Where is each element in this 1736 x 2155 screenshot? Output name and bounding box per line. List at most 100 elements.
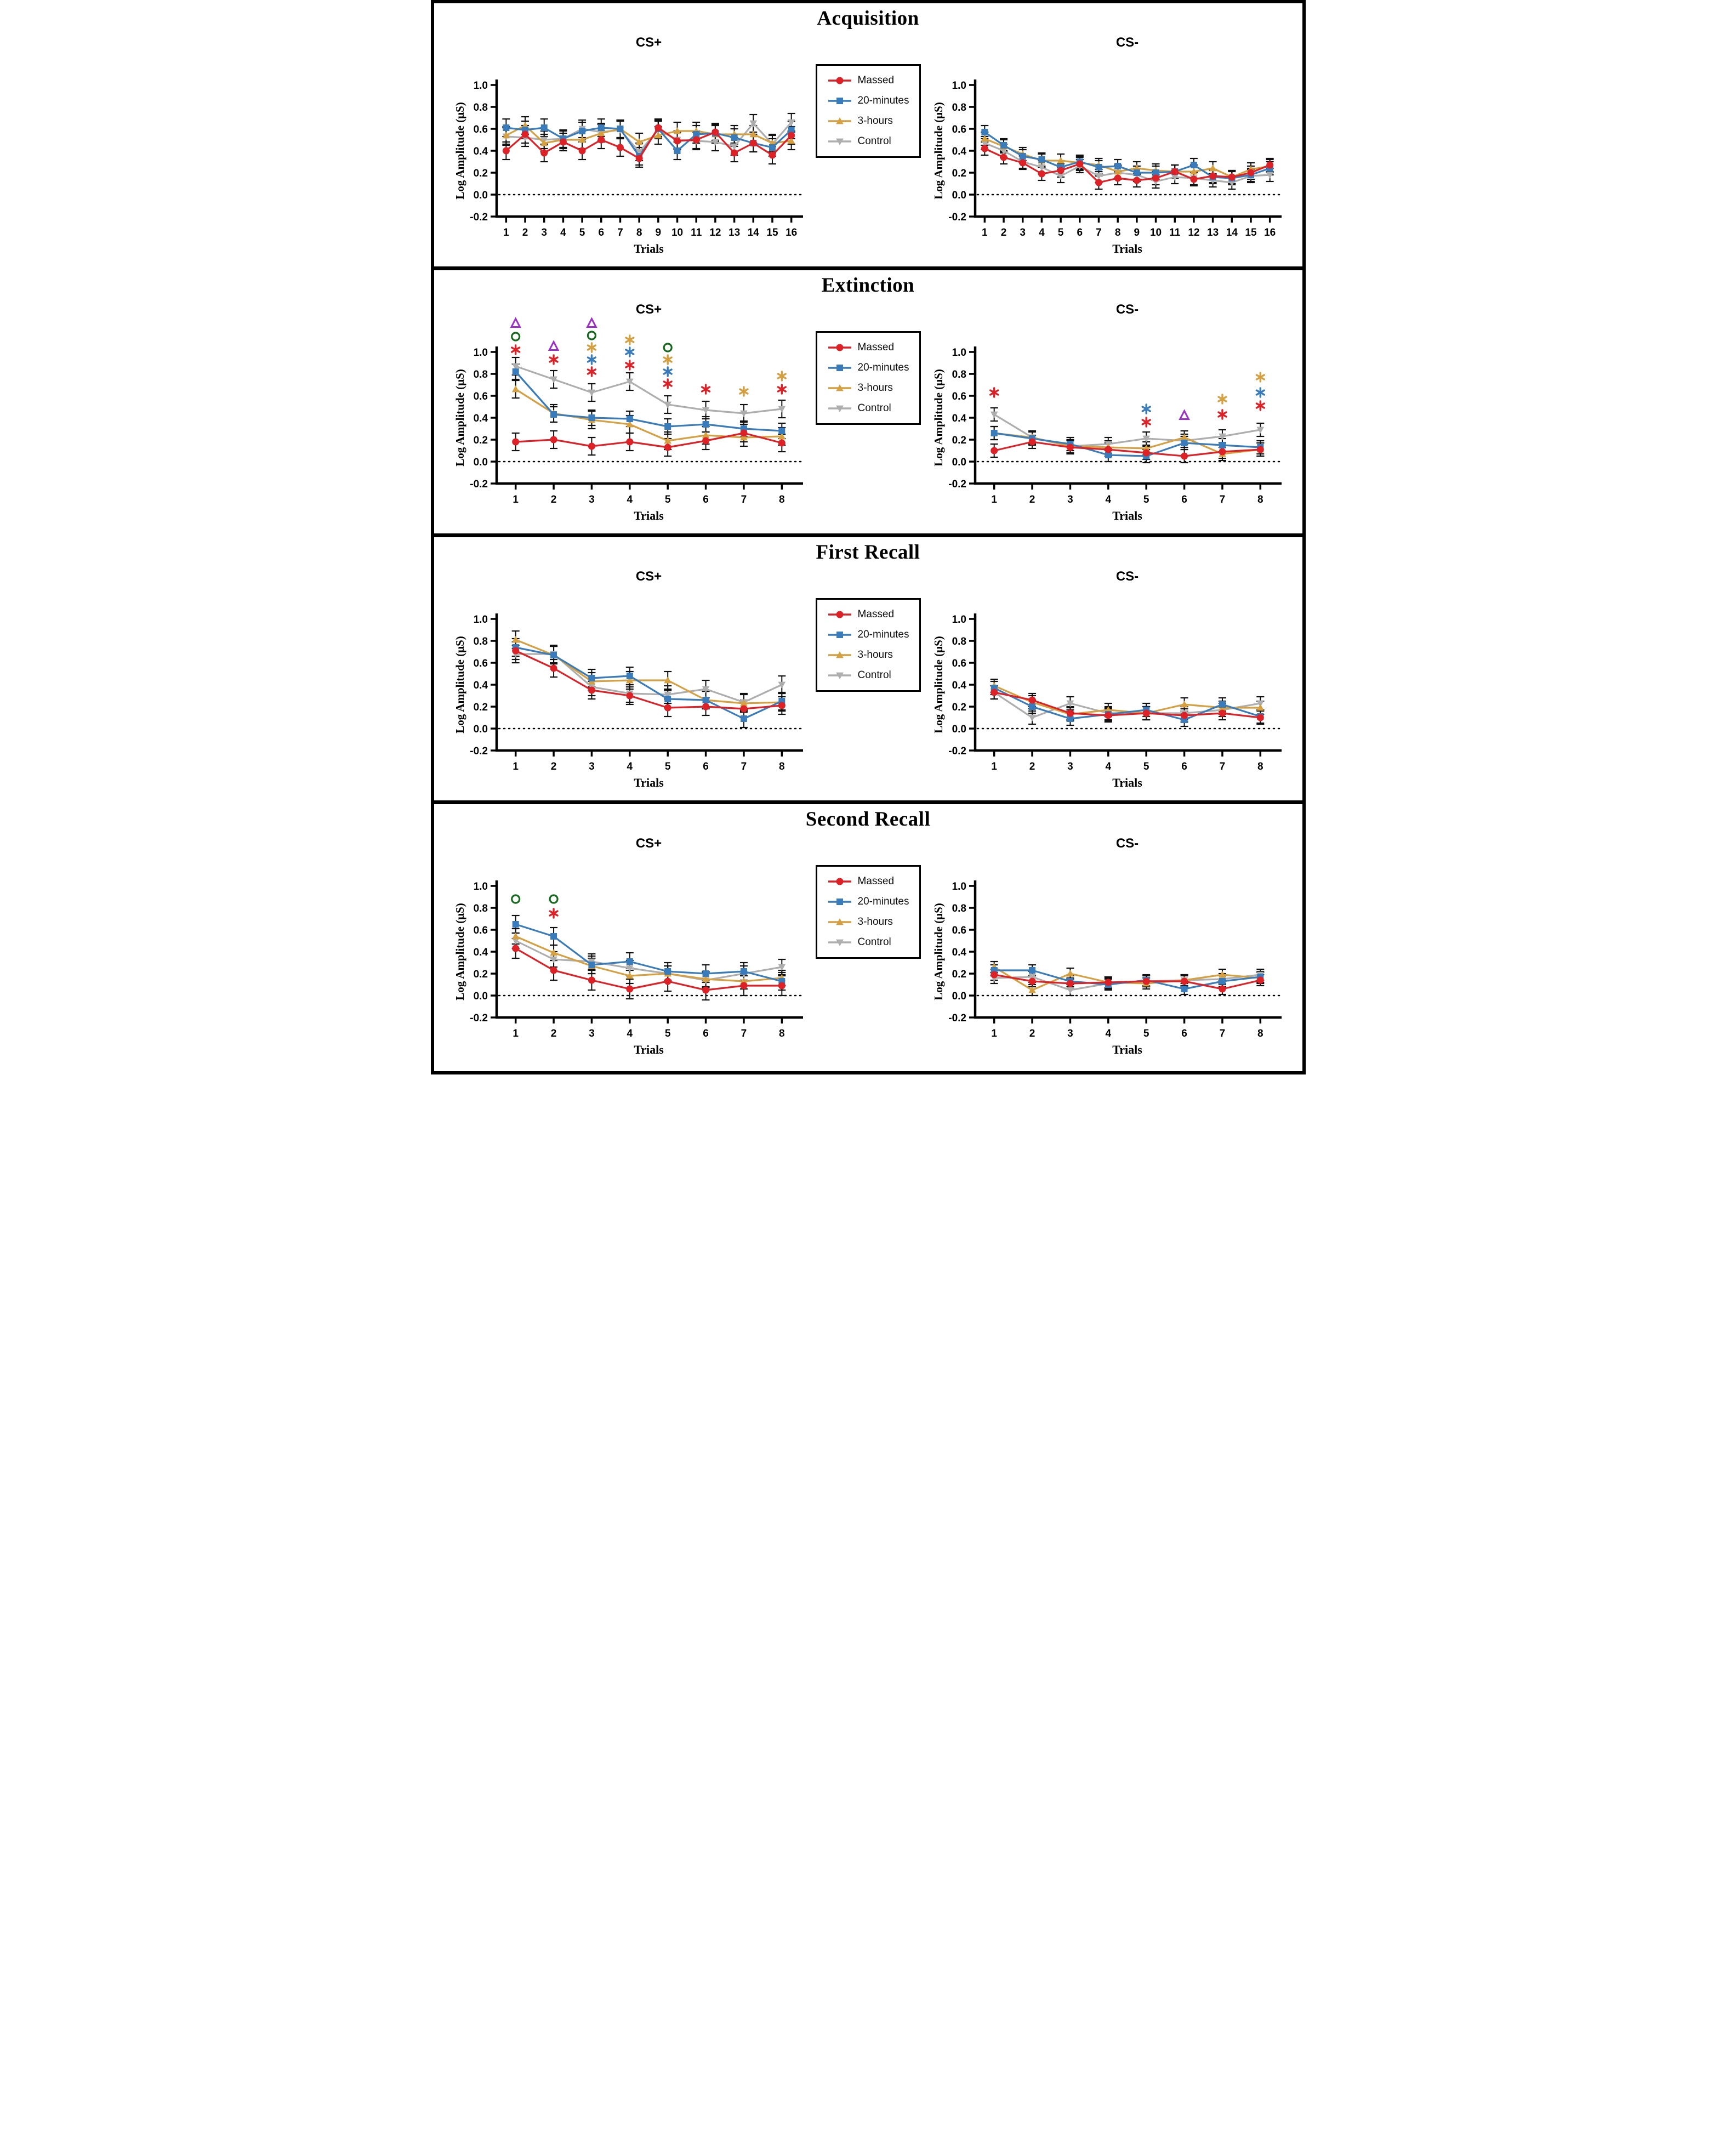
20-minutes-marker-icon	[1028, 967, 1035, 974]
massed-marker-icon	[511, 945, 519, 952]
marker-triangle-down-icon	[835, 138, 844, 145]
y-axis-label: Log Amplitude (μS)	[932, 369, 945, 467]
20-minutes-marker-icon	[664, 696, 671, 702]
marker-triangle-up-icon	[835, 651, 844, 658]
legend-item-20-minutes: 20-minutes	[827, 896, 909, 908]
axes	[969, 613, 1282, 757]
y-tick-label: 0.6	[473, 925, 487, 936]
significance-asterisk-icon	[663, 378, 673, 389]
3-hours-marker-icon	[625, 676, 634, 684]
x-tick-label: 2	[550, 1028, 556, 1039]
y-axis-label: Log Amplitude (μS)	[453, 369, 466, 467]
legend-box: Massed 20-minutes 3-hours Control	[815, 598, 921, 692]
panel-acquisition: Acquisition CS+ -0.2 0.0 0.2 0.4 0.6 0.8 1.0 1 2 3 4…	[434, 3, 1302, 270]
3-hours-marker-icon	[981, 135, 988, 142]
y-tick-label: 0.2	[952, 969, 966, 980]
massed-marker-icon	[778, 702, 786, 709]
x-tick-label: 6	[1181, 1028, 1187, 1039]
3-hours-marker-icon	[1209, 164, 1216, 172]
20-minutes-marker-icon	[550, 652, 557, 658]
y-tick-label: 0.4	[952, 680, 966, 691]
control-marker-icon	[787, 119, 795, 126]
y-tick-label: 0.6	[952, 124, 966, 135]
marker-circle-icon	[836, 611, 843, 618]
chart-subtitle: CS+	[635, 302, 661, 317]
control-marker-icon	[625, 965, 634, 972]
control-marker-icon	[1256, 427, 1264, 434]
control-marker-icon	[511, 937, 519, 945]
legend-label: Massed	[857, 342, 895, 353]
massed-marker-icon	[739, 429, 747, 437]
x-tick-label: 1	[503, 227, 509, 238]
series-massed	[990, 438, 1264, 460]
20-minutes-marker-icon	[769, 144, 776, 151]
20-minutes-marker-icon	[1181, 440, 1188, 446]
control-marker-icon	[1170, 174, 1179, 181]
x-tick-label: 14	[747, 227, 759, 238]
series-massed	[502, 124, 795, 162]
axes	[969, 880, 1282, 1024]
control-marker-icon	[549, 376, 557, 383]
x-tick-label: 3	[589, 761, 595, 772]
y-tick-label: 0.4	[473, 413, 488, 424]
massed-marker-icon	[768, 151, 776, 159]
y-tick-label: 1.0	[473, 80, 487, 92]
x-tick-label: 7	[1219, 1028, 1225, 1039]
massed-marker-icon	[502, 147, 510, 155]
control-marker-icon	[828, 939, 851, 946]
x-tick-label: 4	[627, 1028, 633, 1039]
chart-subtitle: CS-	[1115, 836, 1138, 851]
20-minutes-marker-icon	[1219, 701, 1226, 708]
x-tick-label: 12	[1188, 227, 1199, 238]
3-hours-marker-icon	[549, 949, 557, 956]
massed-marker-icon	[778, 982, 786, 990]
panel-title-first-recall: First Recall	[816, 541, 920, 564]
y-tick-label: 0.2	[473, 702, 487, 713]
y-tick-label: -0.2	[470, 479, 488, 490]
3-hours-marker-icon	[1256, 704, 1264, 711]
y-tick-label: -0.2	[948, 212, 966, 223]
massed-marker-icon	[635, 155, 643, 162]
significance-annotations	[509, 317, 787, 397]
massed-marker-icon	[787, 132, 795, 139]
massed-marker-icon	[828, 77, 851, 84]
legend-label: Massed	[857, 75, 895, 86]
20-minutes-marker-icon	[1219, 978, 1226, 985]
significance-asterisk-icon	[663, 354, 673, 365]
massed-marker-icon	[1256, 446, 1264, 453]
20-minutes-marker-icon	[578, 128, 585, 134]
legend-label: 20-minutes	[857, 629, 909, 640]
legend-label: Massed	[857, 609, 895, 620]
20-minutes-marker-icon	[626, 416, 633, 422]
x-tick-label: 6	[598, 227, 604, 238]
control-marker-icon	[511, 363, 519, 370]
20-minutes-marker-icon	[731, 134, 738, 141]
x-axis-label: Trials	[1112, 776, 1142, 789]
chart-extinction-cs-minus: CS- -0.2 0.0 0.2 0.4 0.6 0.8 1.0 1 2 3 4 5 6 7 8 Trials L…	[932, 302, 1282, 522]
y-tick-label: 0.4	[952, 947, 966, 958]
series-massed	[511, 429, 786, 451]
massed-marker-icon	[778, 439, 786, 447]
y-tick-label: 1.0	[473, 881, 487, 892]
3-hours-marker-icon	[511, 385, 519, 393]
y-tick-label: 0.0	[473, 991, 487, 1002]
significance-asterisk-icon	[777, 371, 787, 382]
y-tick-label: 0.2	[473, 435, 487, 446]
control-marker-icon	[711, 139, 719, 146]
20-minutes-marker-icon	[740, 715, 747, 722]
panel-title-acquisition: Acquisition	[817, 7, 919, 30]
series-massed	[990, 971, 1264, 993]
3-hours-marker-icon	[663, 676, 671, 684]
massed-marker-icon	[702, 986, 709, 994]
y-tick-label: 0.6	[952, 658, 966, 669]
control-marker-icon	[990, 411, 998, 418]
20-minutes-marker-icon	[702, 421, 709, 428]
significance-asterisk-icon	[548, 354, 559, 365]
3-hours-marker-icon	[739, 700, 748, 707]
series-20-minutes	[512, 921, 785, 985]
massed-marker-icon	[1028, 696, 1036, 704]
massed-marker-icon	[1142, 449, 1150, 457]
series-control	[511, 363, 786, 417]
chart-acquisition-cs-plus: CS+-0.20.00.20.40.60.81.01 2 3 4 5 6 7 8 9 10 11 12…	[453, 35, 804, 255]
massed-marker-icon	[588, 976, 595, 984]
